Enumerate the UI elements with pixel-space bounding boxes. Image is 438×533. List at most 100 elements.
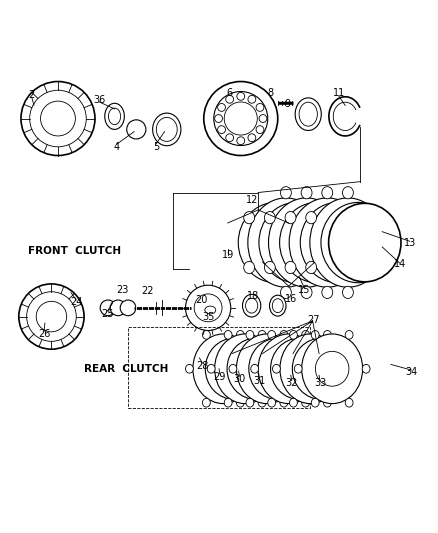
Ellipse shape <box>322 187 333 199</box>
Ellipse shape <box>285 261 296 273</box>
Ellipse shape <box>237 334 297 403</box>
Text: 5: 5 <box>153 142 159 152</box>
Ellipse shape <box>246 330 254 339</box>
Ellipse shape <box>283 351 316 386</box>
Ellipse shape <box>207 365 215 373</box>
Circle shape <box>120 300 136 316</box>
Circle shape <box>100 300 116 316</box>
Ellipse shape <box>302 334 363 403</box>
Ellipse shape <box>268 198 345 287</box>
Text: 35: 35 <box>203 312 215 322</box>
Circle shape <box>224 102 257 135</box>
Ellipse shape <box>105 103 124 130</box>
Text: 27: 27 <box>307 314 320 325</box>
Ellipse shape <box>152 113 181 146</box>
Ellipse shape <box>258 334 319 403</box>
Ellipse shape <box>317 261 328 273</box>
Ellipse shape <box>293 351 327 386</box>
Circle shape <box>41 101 75 136</box>
Ellipse shape <box>244 212 254 224</box>
Ellipse shape <box>379 261 390 273</box>
Ellipse shape <box>272 365 280 373</box>
Ellipse shape <box>224 330 232 339</box>
Ellipse shape <box>322 286 333 298</box>
Circle shape <box>19 284 84 349</box>
Ellipse shape <box>237 398 244 407</box>
Text: 13: 13 <box>403 238 416 247</box>
Bar <box>127 327 311 408</box>
Text: 29: 29 <box>214 372 226 382</box>
Ellipse shape <box>321 203 396 282</box>
Ellipse shape <box>306 212 317 224</box>
Ellipse shape <box>379 212 390 224</box>
Circle shape <box>248 95 256 103</box>
Text: 36: 36 <box>93 95 106 105</box>
Text: 26: 26 <box>38 329 50 339</box>
Text: 2: 2 <box>29 90 35 100</box>
Ellipse shape <box>228 351 262 386</box>
Ellipse shape <box>156 117 177 141</box>
Text: 33: 33 <box>314 378 326 388</box>
Ellipse shape <box>323 330 331 339</box>
Circle shape <box>27 292 76 341</box>
Ellipse shape <box>272 298 283 313</box>
Ellipse shape <box>276 220 317 265</box>
Ellipse shape <box>215 334 276 403</box>
Ellipse shape <box>258 398 266 407</box>
Ellipse shape <box>202 330 210 339</box>
Ellipse shape <box>185 365 193 373</box>
Text: 8: 8 <box>267 88 273 98</box>
Ellipse shape <box>338 212 349 224</box>
Ellipse shape <box>284 218 329 267</box>
Text: 22: 22 <box>141 286 153 296</box>
Text: 6: 6 <box>227 88 233 98</box>
Circle shape <box>30 90 86 147</box>
Ellipse shape <box>306 261 317 273</box>
Ellipse shape <box>292 338 350 399</box>
Ellipse shape <box>317 212 328 224</box>
Ellipse shape <box>246 398 254 407</box>
Ellipse shape <box>297 365 305 373</box>
Text: 14: 14 <box>393 260 406 269</box>
Ellipse shape <box>304 351 338 386</box>
Text: 32: 32 <box>286 378 298 388</box>
Circle shape <box>226 95 233 103</box>
Ellipse shape <box>280 286 291 298</box>
Circle shape <box>218 126 226 134</box>
Ellipse shape <box>244 261 254 273</box>
Ellipse shape <box>205 306 216 314</box>
Ellipse shape <box>254 220 297 265</box>
Ellipse shape <box>343 286 353 298</box>
Circle shape <box>259 115 267 123</box>
Ellipse shape <box>337 220 379 265</box>
Circle shape <box>185 285 231 330</box>
Ellipse shape <box>311 330 319 339</box>
Ellipse shape <box>229 365 237 373</box>
Circle shape <box>218 103 226 111</box>
Ellipse shape <box>317 220 359 265</box>
Text: 20: 20 <box>195 295 208 305</box>
Ellipse shape <box>362 365 370 373</box>
Text: 4: 4 <box>113 142 120 152</box>
Text: 30: 30 <box>233 374 246 384</box>
Ellipse shape <box>249 338 307 399</box>
Ellipse shape <box>251 365 258 373</box>
Circle shape <box>256 126 264 134</box>
Text: FRONT  CLUTCH: FRONT CLUTCH <box>28 246 120 256</box>
Circle shape <box>127 120 146 139</box>
Ellipse shape <box>265 212 275 224</box>
Ellipse shape <box>294 365 302 373</box>
Ellipse shape <box>280 398 288 407</box>
Ellipse shape <box>265 261 275 273</box>
Ellipse shape <box>310 198 386 287</box>
Ellipse shape <box>246 298 258 313</box>
Ellipse shape <box>272 351 305 386</box>
Ellipse shape <box>319 365 326 373</box>
Ellipse shape <box>302 398 310 407</box>
Circle shape <box>110 300 126 316</box>
Ellipse shape <box>295 98 321 131</box>
Text: 19: 19 <box>222 250 234 260</box>
Text: 18: 18 <box>247 291 259 301</box>
Circle shape <box>214 92 268 146</box>
Ellipse shape <box>268 330 276 339</box>
